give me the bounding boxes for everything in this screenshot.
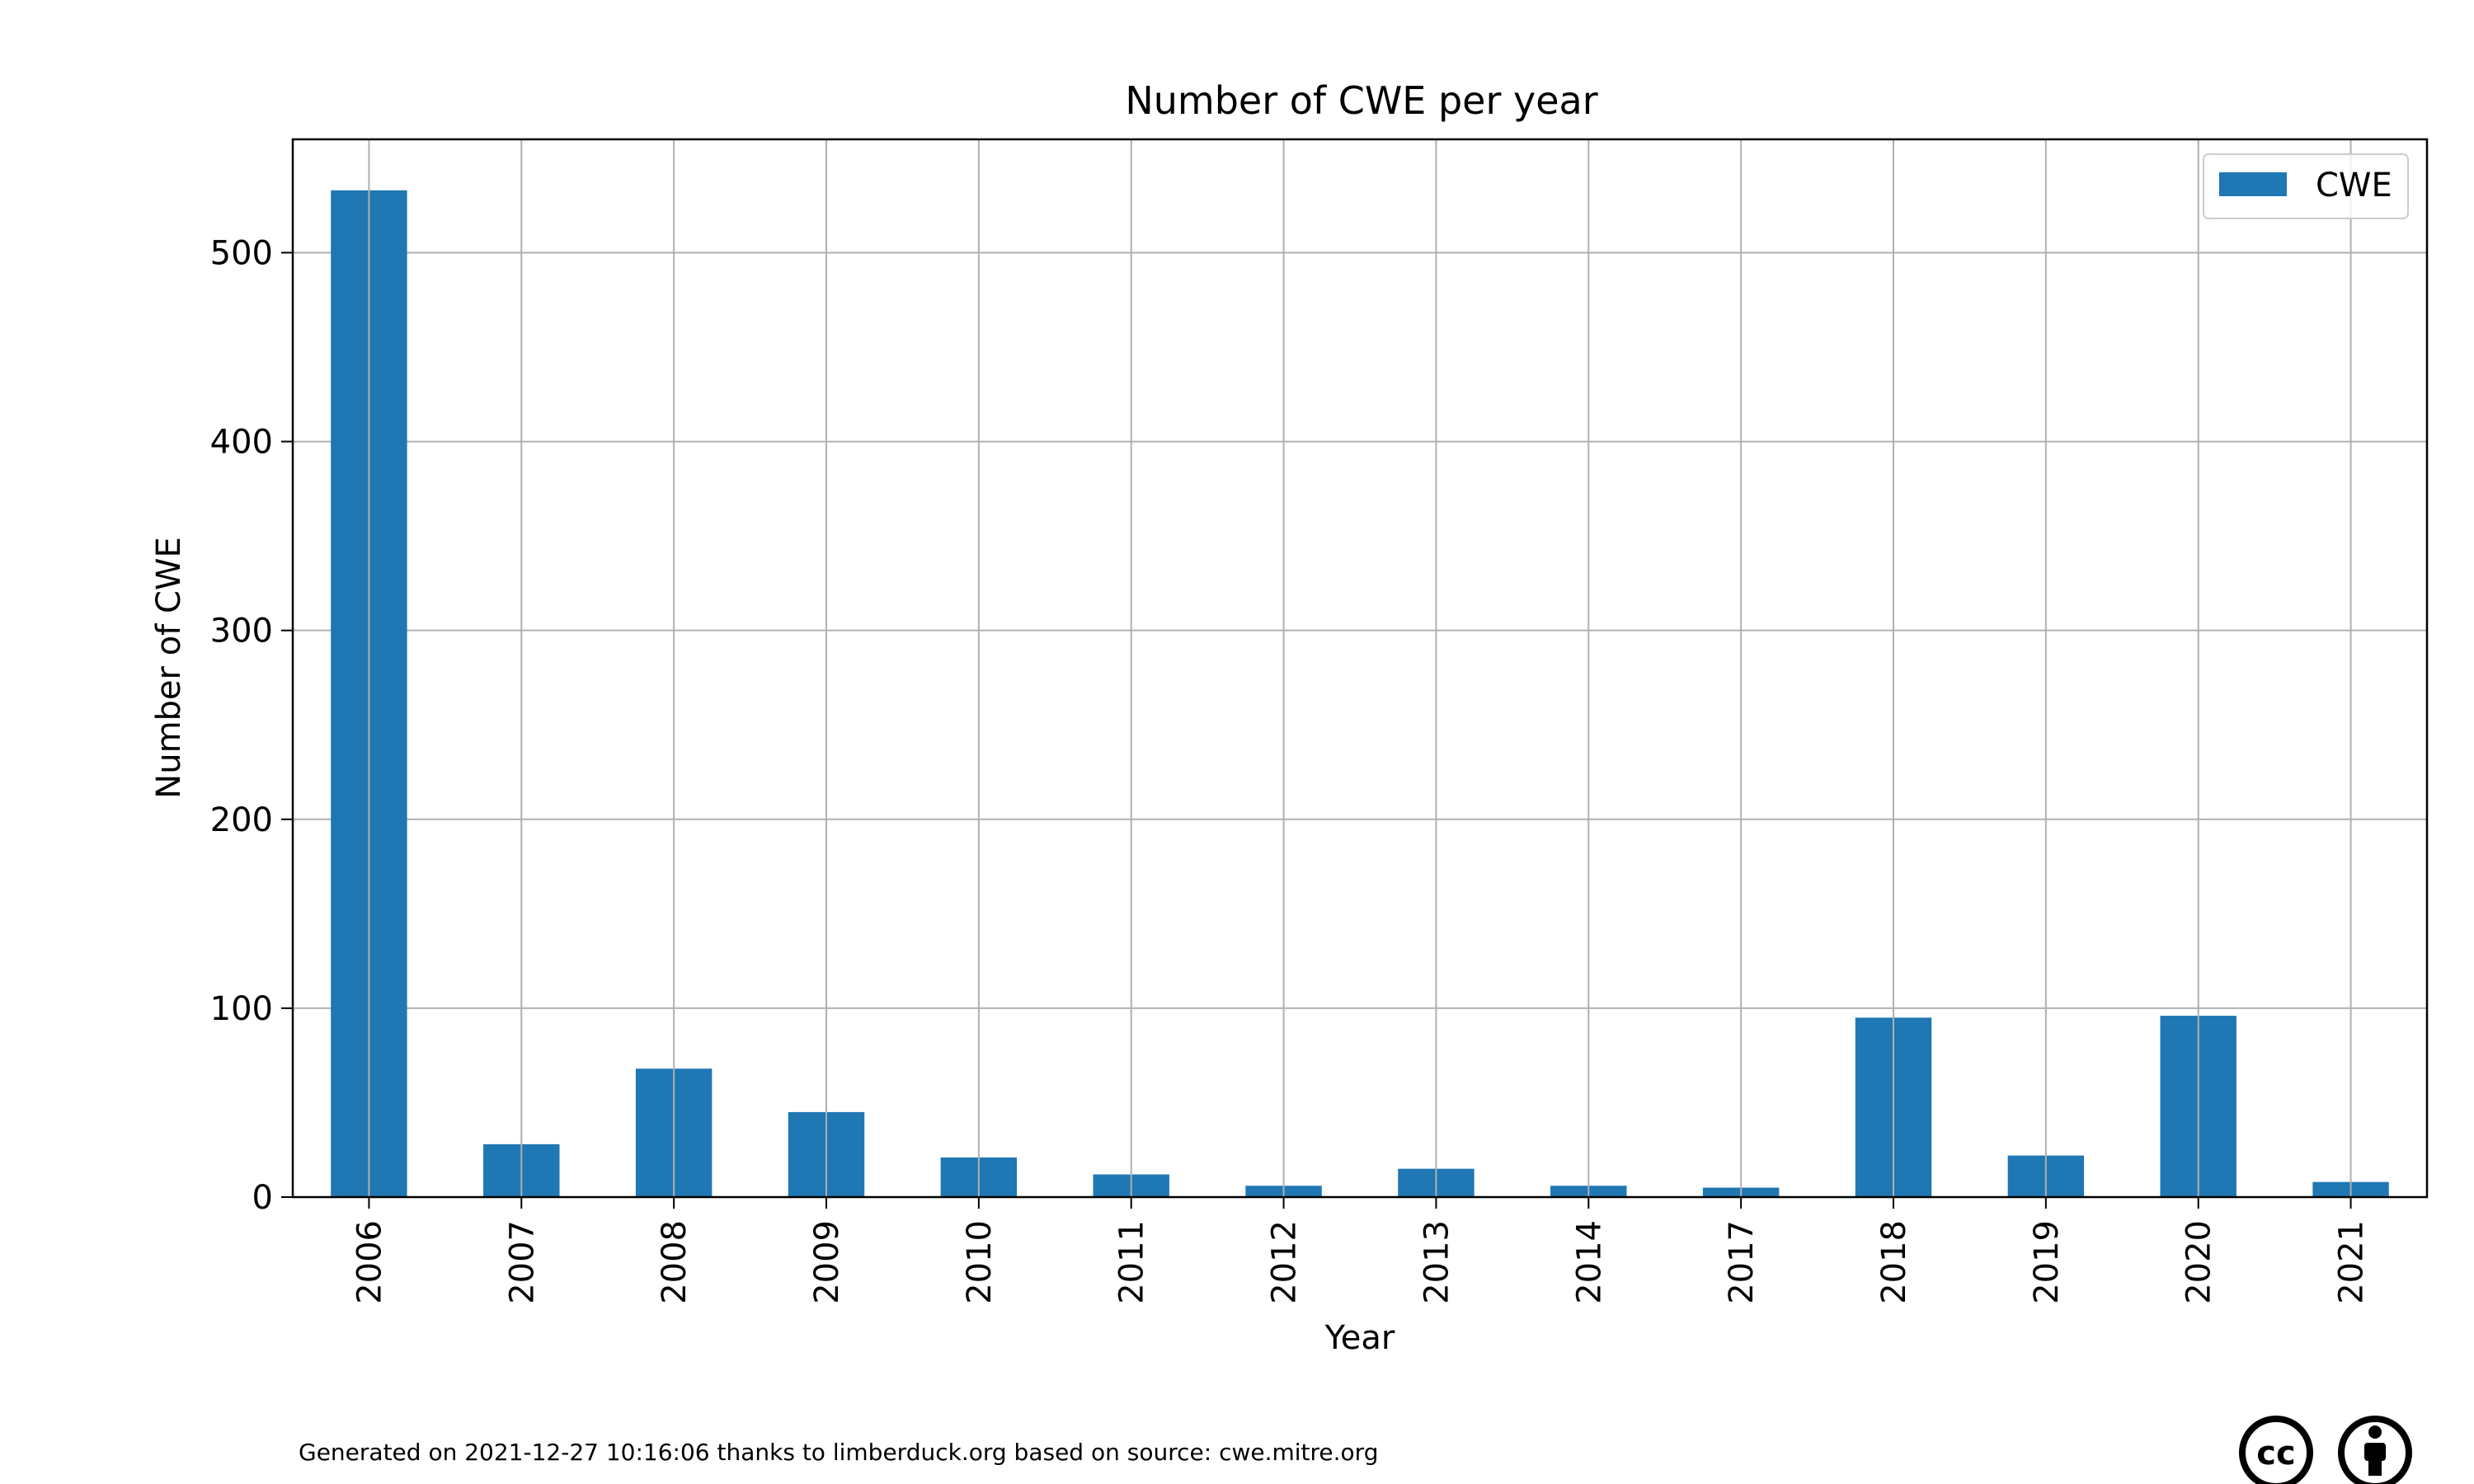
- x-tick-label: 2013: [1418, 1220, 1456, 1304]
- y-tick-label: 500: [210, 234, 273, 272]
- legend-swatch: [2219, 172, 2287, 196]
- y-tick-label: 0: [252, 1179, 273, 1217]
- y-tick-label: 100: [210, 990, 273, 1028]
- x-axis-label: Year: [1324, 1319, 1395, 1357]
- legend-box: [2203, 153, 2409, 219]
- x-tick-label: 2007: [503, 1220, 541, 1304]
- by-attribution-icon: [2338, 1416, 2412, 1484]
- x-tick-label: 2014: [1570, 1220, 1608, 1304]
- vertical-grid: [368, 139, 2352, 1197]
- cc-icon: cc: [2239, 1416, 2313, 1484]
- legend-label: CWE: [2316, 167, 2392, 204]
- plot-frame: [291, 138, 2429, 1199]
- y-tick-label: 200: [210, 801, 273, 839]
- x-tick-label: 2011: [1113, 1220, 1151, 1304]
- x-tick-label: 2006: [350, 1220, 388, 1304]
- y-axis: 0 100 200 300 400 500: [210, 234, 293, 1217]
- x-tick-label: 2020: [2180, 1220, 2218, 1304]
- cc-icon-label: cc: [2256, 1435, 2295, 1472]
- chart-title: Number of CWE per year: [1125, 78, 1597, 123]
- bars: [331, 190, 2389, 1198]
- x-axis: 2006 2007 2008 2009 2010 2011 2012 2013 2014 2017…: [350, 1197, 2371, 1304]
- y-tick-label: 400: [210, 424, 273, 462]
- y-axis-label: Number of CWE: [150, 537, 188, 798]
- x-tick-label: 2021: [2333, 1220, 2371, 1304]
- x-tick-label: 2017: [1723, 1220, 1761, 1304]
- x-tick-label: 2019: [2028, 1220, 2066, 1304]
- grid: [293, 251, 2427, 1198]
- x-tick-label: 2018: [1875, 1220, 1913, 1304]
- x-tick-label: 2008: [656, 1220, 694, 1304]
- footer-text: Generated on 2021-12-27 10:16:06 thanks …: [299, 1439, 1379, 1466]
- legend: CWE: [2203, 153, 2409, 219]
- x-tick-label: 2012: [1266, 1220, 1304, 1304]
- x-tick-label: 2010: [961, 1220, 999, 1304]
- x-tick-label: 2009: [808, 1220, 846, 1304]
- y-tick-label: 300: [210, 613, 273, 650]
